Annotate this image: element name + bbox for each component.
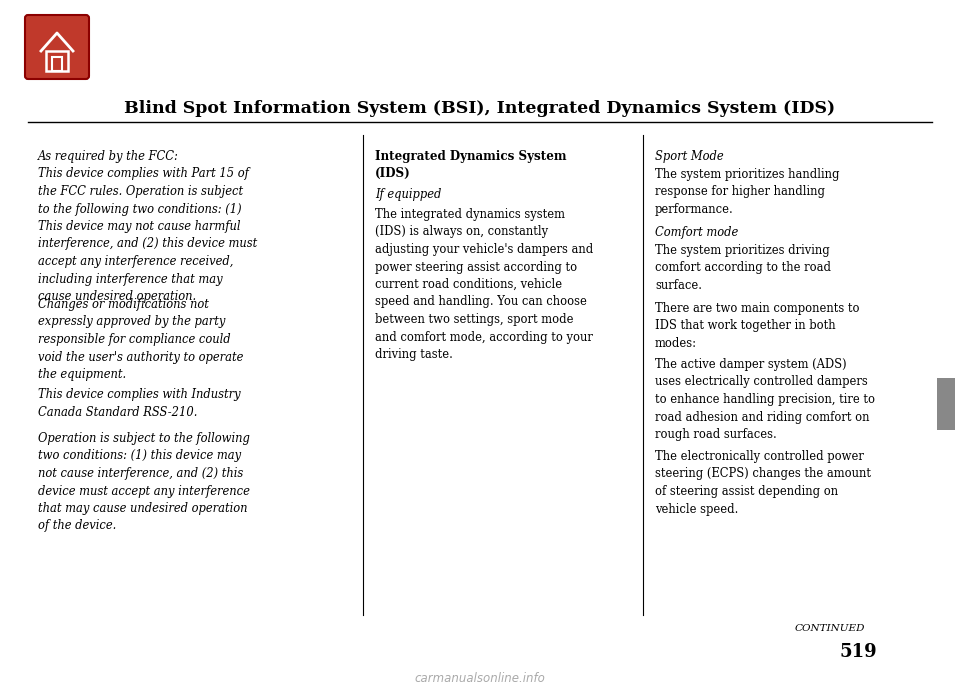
FancyBboxPatch shape xyxy=(25,15,89,79)
Text: If equipped: If equipped xyxy=(375,188,442,201)
Text: Integrated Dynamics System
(IDS): Integrated Dynamics System (IDS) xyxy=(375,150,566,180)
Text: 519: 519 xyxy=(839,643,876,661)
Text: The system prioritizes driving
comfort according to the road
surface.: The system prioritizes driving comfort a… xyxy=(655,244,831,292)
Bar xyxy=(937,378,955,430)
Bar xyxy=(46,51,68,71)
Text: This device complies with Industry
Canada Standard RSS-210.: This device complies with Industry Canad… xyxy=(38,388,241,418)
Bar xyxy=(52,57,62,71)
Text: CONTINUED: CONTINUED xyxy=(795,624,865,633)
Text: Changes or modifications not
expressly approved by the party
responsible for com: Changes or modifications not expressly a… xyxy=(38,298,244,381)
Text: carmanualsonline.info: carmanualsonline.info xyxy=(415,672,545,685)
Text: The integrated dynamics system
(IDS) is always on, constantly
adjusting your veh: The integrated dynamics system (IDS) is … xyxy=(375,208,593,361)
Text: The electronically controlled power
steering (ECPS) changes the amount
of steeri: The electronically controlled power stee… xyxy=(655,450,871,515)
Text: Sport Mode: Sport Mode xyxy=(655,150,724,163)
Text: The system prioritizes handling
response for higher handling
performance.: The system prioritizes handling response… xyxy=(655,168,839,216)
Text: There are two main components to
IDS that work together in both
modes:: There are two main components to IDS tha… xyxy=(655,302,859,350)
Text: As required by the FCC:
This device complies with Part 15 of
the FCC rules. Oper: As required by the FCC: This device comp… xyxy=(38,150,257,303)
Text: The active damper system (ADS)
uses electrically controlled dampers
to enhance h: The active damper system (ADS) uses elec… xyxy=(655,358,875,441)
Text: Comfort mode: Comfort mode xyxy=(655,226,738,239)
Text: Blind Spot Information System (BSI), Integrated Dynamics System (IDS): Blind Spot Information System (BSI), Int… xyxy=(125,100,835,117)
Text: Operation is subject to the following
two conditions: (1) this device may
not ca: Operation is subject to the following tw… xyxy=(38,432,250,533)
